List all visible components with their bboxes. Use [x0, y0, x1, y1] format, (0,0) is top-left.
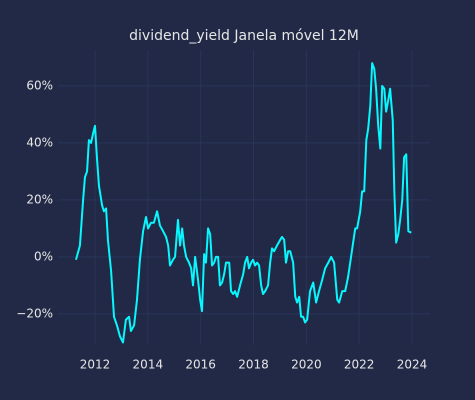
x-tick-label: 2022	[344, 358, 375, 372]
y-tick-label: −20%	[16, 306, 53, 320]
y-tick-label: 60%	[26, 78, 53, 92]
y-tick-label: 20%	[26, 192, 53, 206]
x-tick-label: 2020	[291, 358, 322, 372]
line	[75, 62, 412, 344]
chart-title: dividend_yield Janela móvel 12M	[129, 28, 359, 44]
y-tick-label: 0%	[34, 249, 53, 263]
x-tick-label: 2024	[397, 358, 428, 372]
x-tick-label: 2014	[133, 358, 164, 372]
y-tick-label: 40%	[26, 135, 53, 149]
x-tick-label: 2016	[185, 358, 216, 372]
x-tick-label: 2012	[80, 358, 111, 372]
x-tick-label: 2018	[238, 358, 269, 372]
